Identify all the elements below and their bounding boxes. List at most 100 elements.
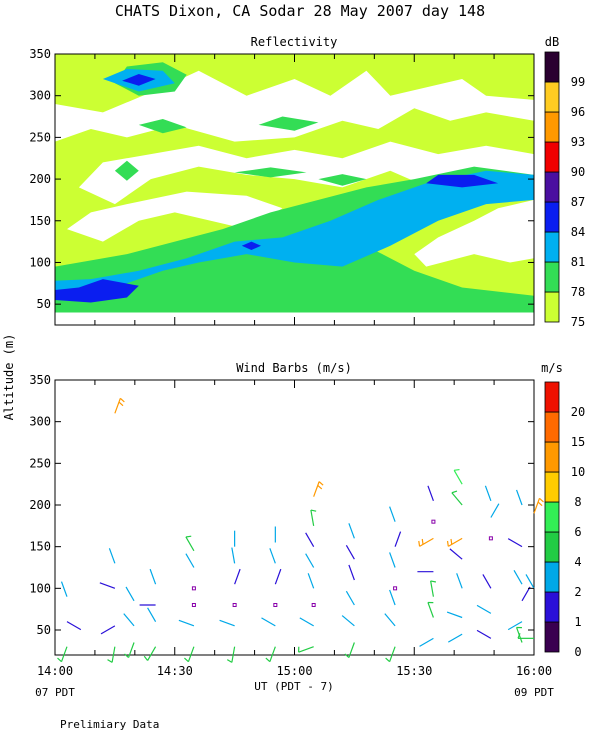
wind-barb-staff-52 (394, 531, 402, 547)
wind-barb-38 (305, 532, 315, 547)
wind-xtick-label-1600: 16:00 (516, 664, 552, 678)
reflectivity-region-3 (67, 191, 283, 242)
wind-barb-5 (99, 582, 116, 589)
wind-barb-46 (348, 523, 355, 539)
refl-colorbar-label-87: 87 (571, 195, 585, 209)
refl-colorbar-swatch-78 (544, 261, 560, 293)
wind-calm-50 (393, 586, 398, 591)
refl-ytick-label-250: 250 (29, 130, 51, 144)
wind-colorbar-swatch-2 (544, 561, 560, 593)
wind-barb-39 (310, 509, 317, 526)
wind-barb-staff-2 (60, 581, 68, 597)
wind-barb-feather-82-0 (539, 497, 544, 503)
wind-colorbar-unit: m/s (541, 361, 563, 375)
wind-barb-feather-0-0 (57, 657, 62, 663)
wind-barb-staff-72 (490, 503, 500, 518)
wind-ytick-label-100: 100 (29, 581, 51, 595)
wind-barb-staff-63 (456, 573, 463, 589)
refl-colorbar-swatch-75 (544, 291, 560, 323)
reflectivity-contours (55, 54, 535, 313)
wind-barb-63 (456, 573, 463, 589)
reflectivity-colorbar-unit: dB (545, 35, 559, 49)
wind-barb-staff-33 (298, 646, 314, 653)
wind-barb-66 (451, 490, 463, 506)
wind-colorbar-label-8: 8 (574, 495, 581, 509)
wind-barb-76 (521, 586, 531, 602)
wind-barb-staff-56 (430, 580, 435, 597)
refl-ytick-label-350: 350 (29, 47, 51, 61)
wind-calm-23 (232, 603, 237, 607)
wind-barb-19 (185, 553, 195, 568)
wind-barb-58 (418, 537, 434, 547)
wind-barb-staff-79 (515, 489, 523, 506)
wind-barb-11 (143, 646, 157, 661)
wind-calm-59 (431, 519, 436, 524)
wind-barb-68 (476, 629, 492, 639)
wind-barb-staff-49 (389, 589, 396, 606)
wind-barb-64 (449, 548, 463, 560)
wind-barb-27 (265, 646, 276, 663)
wind-y-axis: 50 100 150 200 250 300 350 (29, 373, 534, 637)
wind-barb-34 (299, 617, 314, 627)
wind-barb-feather-65-0 (446, 540, 449, 547)
wind-barb-staff-14 (149, 568, 157, 585)
refl-ytick-label-50: 50 (37, 297, 51, 311)
wind-barb-55 (427, 601, 434, 618)
wind-barb-feather-82-1 (537, 501, 543, 507)
wind-colorbar-swatch-1 (544, 591, 560, 623)
wind-colorbar-swatch-20 (544, 381, 560, 413)
wind-colorbar-swatch-8 (544, 471, 560, 503)
refl-colorbar-label-75: 75 (571, 315, 585, 329)
wind-barb-40 (313, 481, 324, 497)
wind-barb-44 (348, 564, 355, 581)
wind-barb-77 (513, 570, 523, 585)
wind-barb-feather-66-0 (451, 490, 458, 494)
wind-colorbar-label-15: 15 (571, 435, 585, 449)
wind-barb-36 (307, 573, 315, 589)
wind-barb-staff-54 (419, 637, 434, 647)
wind-barb-52 (394, 531, 402, 547)
wind-calm-35 (311, 603, 316, 607)
wind-barb-48 (384, 613, 396, 627)
reflectivity-colorbar: 75 78 81 84 87 90 93 96 99 (544, 51, 585, 329)
reflectivity-region-12 (55, 170, 534, 296)
wind-barb-staff-0 (60, 646, 68, 662)
refl-colorbar-swatch-99 (544, 51, 560, 83)
wind-barb-staff-55 (427, 602, 434, 618)
wind-barb-staff-46 (348, 523, 355, 539)
refl-colorbar-swatch-90 (544, 141, 560, 173)
wind-barb-staff-12 (147, 607, 157, 622)
wind-xtick-label-1400: 14:00 (37, 664, 73, 678)
wind-barb-49 (389, 589, 396, 606)
wind-ytick-label-250: 250 (29, 456, 51, 470)
wind-ytick-label-50: 50 (37, 623, 51, 637)
wind-barb-staff-61 (447, 633, 463, 643)
wind-barb-24 (234, 568, 241, 585)
wind-barb-staff-58 (419, 537, 434, 547)
wind-barbs (57, 397, 544, 663)
wind-barb-62 (446, 611, 463, 619)
reflectivity-region-15 (122, 74, 156, 86)
wind-barb-feather-15-0 (184, 657, 189, 663)
wind-barb-staff-28 (261, 617, 276, 627)
reflectivity-region-16 (241, 241, 261, 250)
wind-barb-0 (57, 646, 68, 663)
wind-colorbar-label-0: 0 (574, 645, 581, 659)
wind-barb-staff-21 (231, 646, 236, 663)
wind-barb-60 (427, 485, 434, 502)
refl-colorbar-label-84: 84 (571, 225, 585, 239)
refl-colorbar-swatch-96 (544, 81, 560, 113)
wind-barb-staff-36 (307, 573, 315, 589)
refl-ytick-label-200: 200 (29, 172, 51, 186)
wind-colorbar-label-1: 1 (574, 615, 581, 629)
footer-note: Prelimiary Data (60, 718, 159, 731)
wind-barb-staff-34 (299, 617, 314, 627)
wind-barb-42 (341, 615, 355, 627)
refl-colorbar-label-90: 90 (571, 165, 585, 179)
refl-colorbar-swatch-93 (544, 111, 560, 143)
reflectivity-region-4 (414, 199, 534, 267)
refl-colorbar-label-81: 81 (571, 255, 585, 269)
wind-barb-2 (60, 581, 68, 597)
wind-barb-staff-25 (231, 547, 236, 564)
